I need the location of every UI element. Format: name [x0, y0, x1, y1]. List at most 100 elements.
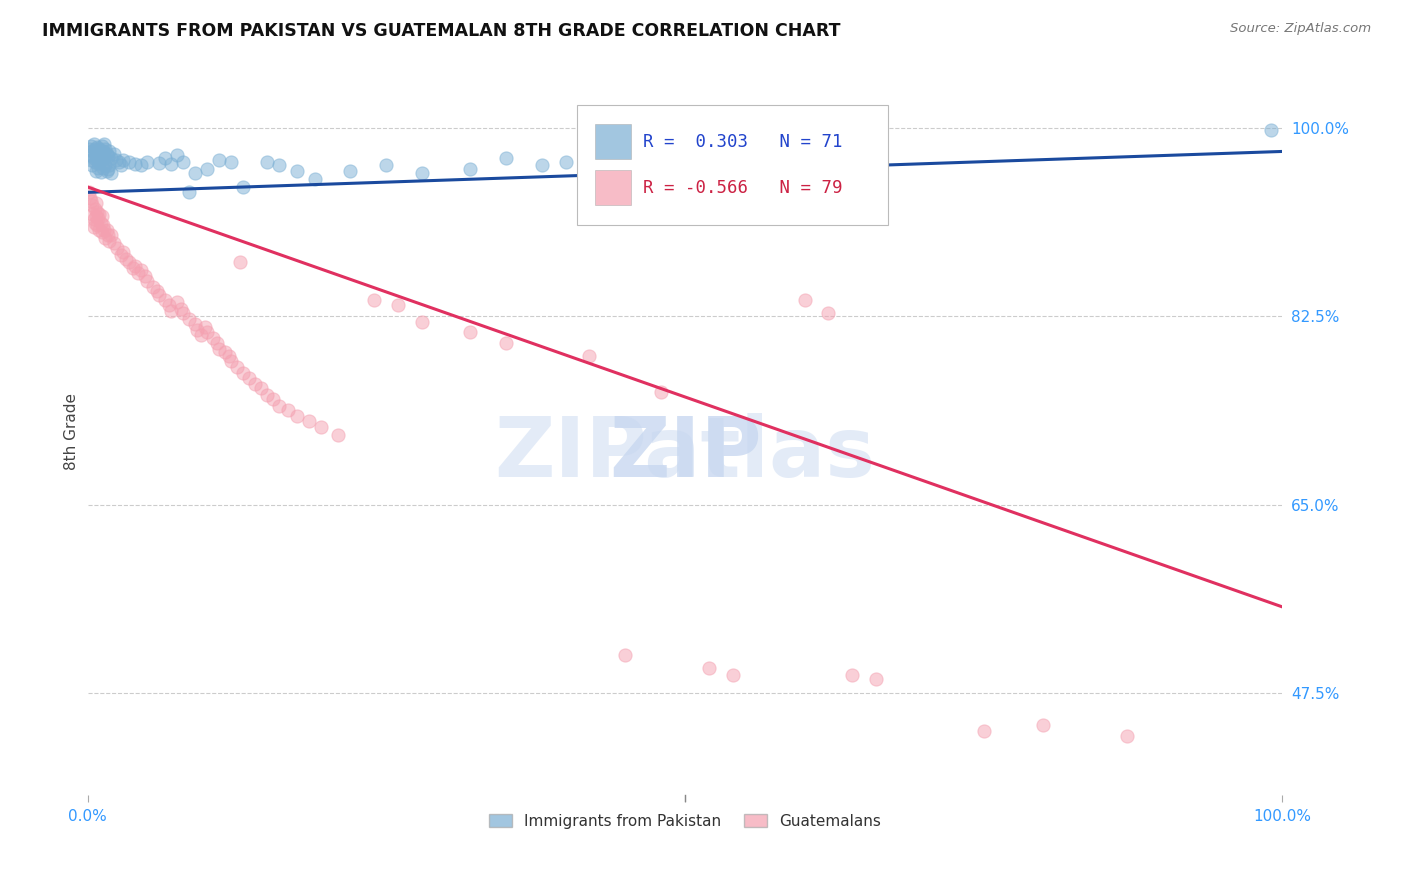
Point [157, 298, 180, 312]
Point [267, 399, 290, 413]
Point [160, 303, 183, 318]
Point [122, 260, 145, 275]
Point [89, 156, 111, 170]
Point [184, 166, 207, 180]
Point [1032, 718, 1054, 732]
Point [86, 153, 108, 167]
Point [218, 349, 240, 363]
Point [226, 359, 249, 374]
Point [107, 155, 129, 169]
Point [131, 158, 153, 172]
Text: R =  0.303   N = 71: R = 0.303 N = 71 [643, 133, 842, 151]
Point [90, 209, 112, 223]
Point [98, 145, 121, 159]
Point [411, 166, 433, 180]
Point [817, 306, 839, 320]
Point [89, 223, 111, 237]
Point [79, 147, 101, 161]
Point [100, 228, 122, 243]
Point [127, 266, 149, 280]
Point [172, 306, 194, 320]
Point [77, 186, 100, 200]
Point [84, 209, 107, 223]
Point [98, 158, 121, 172]
Point [166, 295, 188, 310]
Point [100, 151, 122, 165]
Point [411, 315, 433, 329]
Point [84, 147, 107, 161]
Text: IMMIGRANTS FROM PAKISTAN VS GUATEMALAN 8TH GRADE CORRELATION CHART: IMMIGRANTS FROM PAKISTAN VS GUATEMALAN 8… [42, 22, 841, 40]
Point [90, 139, 112, 153]
Point [256, 388, 278, 402]
Point [285, 409, 308, 424]
Point [387, 298, 409, 312]
Point [155, 293, 177, 307]
Point [841, 667, 863, 681]
Point [148, 287, 170, 301]
Point [170, 301, 193, 316]
Y-axis label: 8th Grade: 8th Grade [65, 393, 79, 470]
Point [96, 146, 118, 161]
Point [118, 155, 141, 169]
Point [112, 153, 135, 167]
Point [89, 142, 111, 156]
Point [721, 667, 744, 681]
Point [195, 326, 218, 340]
Point [83, 215, 105, 229]
Bar [595, 170, 631, 205]
Point [91, 218, 114, 232]
Point [166, 147, 188, 161]
Point [103, 235, 125, 250]
Point [1260, 123, 1282, 137]
Text: R = -0.566   N = 79: R = -0.566 N = 79 [643, 178, 842, 197]
Point [179, 312, 201, 326]
Point [249, 381, 271, 395]
Point [86, 218, 108, 232]
Point [107, 241, 129, 255]
Point [84, 196, 107, 211]
Point [83, 219, 105, 234]
Point [973, 723, 995, 738]
Text: Source: ZipAtlas.com: Source: ZipAtlas.com [1230, 22, 1371, 36]
Point [90, 165, 112, 179]
Point [328, 427, 350, 442]
Point [110, 248, 132, 262]
Point [100, 166, 122, 180]
Point [91, 161, 114, 175]
Point [77, 142, 100, 156]
Point [87, 161, 110, 175]
Point [103, 146, 125, 161]
Point [243, 377, 266, 392]
Point [80, 139, 103, 153]
Point [82, 198, 104, 212]
Point [202, 331, 225, 345]
Text: ZIP: ZIP [609, 413, 761, 494]
Point [626, 153, 648, 167]
Point [131, 263, 153, 277]
Point [554, 155, 576, 169]
Point [697, 661, 720, 675]
Point [97, 161, 120, 176]
Point [205, 336, 228, 351]
Point [219, 155, 242, 169]
Point [94, 230, 117, 244]
Point [105, 153, 128, 167]
Point [83, 202, 105, 216]
Point [94, 142, 117, 156]
Point [232, 180, 254, 194]
Point [375, 158, 398, 172]
Point [94, 158, 117, 172]
Point [160, 157, 183, 171]
Point [495, 151, 517, 165]
Point [90, 215, 112, 229]
Point [87, 145, 110, 160]
Point [650, 384, 672, 399]
Point [90, 147, 112, 161]
Point [256, 155, 278, 169]
Point [530, 158, 553, 172]
Bar [595, 125, 631, 160]
Point [267, 158, 290, 172]
Point [83, 142, 105, 156]
Point [124, 259, 146, 273]
Point [86, 140, 108, 154]
